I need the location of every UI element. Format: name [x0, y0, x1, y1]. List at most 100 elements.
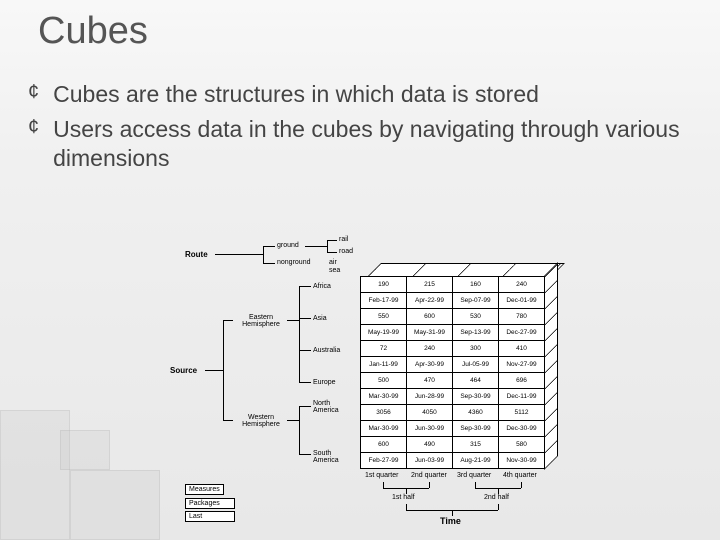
cell: May-19-99: [361, 325, 407, 341]
bracket-line: [299, 454, 311, 455]
route-member: ground: [277, 242, 299, 249]
cell: Feb-17-99: [361, 293, 407, 309]
slide-title: Cubes: [38, 10, 148, 53]
cell: Jun-03-99: [407, 453, 453, 469]
cell: Jun-30-99: [407, 421, 453, 437]
bracket-line: [299, 382, 311, 383]
bg-decoration: [70, 470, 160, 540]
bracket-line: [305, 246, 327, 247]
cell: Dec-01-99: [499, 293, 545, 309]
cell: 490: [407, 437, 453, 453]
region-label: Australia: [313, 347, 357, 354]
cell: Dec-30-99: [499, 421, 545, 437]
cell: Sep-07-99: [453, 293, 499, 309]
route-leaf: road: [339, 248, 353, 255]
cell: 240: [499, 277, 545, 293]
cell: Mar-30-99: [361, 389, 407, 405]
bracket-line: [223, 320, 224, 420]
cell: 72: [361, 341, 407, 357]
bracket-line: [299, 406, 311, 407]
quarter-label: 1st quarter: [365, 472, 398, 479]
route-label: Route: [185, 250, 208, 259]
cell: 215: [407, 277, 453, 293]
cell: 696: [499, 373, 545, 389]
cell: Apr-30-99: [407, 357, 453, 373]
hemisphere-label: Western Hemisphere: [235, 414, 287, 428]
bracket-line: [498, 504, 499, 510]
bracket-line: [287, 420, 299, 421]
half-label: 1st half: [392, 494, 415, 501]
bullet-icon: ¢: [28, 80, 39, 104]
bracket-line: [327, 240, 337, 241]
bracket-line: [429, 482, 430, 488]
measures-label: Measures: [185, 484, 224, 495]
hemisphere-label: Eastern Hemisphere: [235, 314, 287, 328]
bracket-line: [299, 318, 311, 319]
quarter-label: 2nd quarter: [411, 472, 447, 479]
cell: Sep-30-99: [453, 389, 499, 405]
quarter-label: 4th quarter: [503, 472, 537, 479]
cube-front-grid: 190215160240 Feb-17-99Apr-22-99Sep-07-99…: [360, 276, 545, 469]
bullet-text: Users access data in the cubes by naviga…: [53, 115, 700, 173]
bullet-item: ¢ Users access data in the cubes by navi…: [28, 115, 700, 173]
region-label: South America: [313, 450, 357, 464]
half-label: 2nd half: [484, 494, 509, 501]
bracket-line: [299, 286, 300, 382]
cell: Sep-30-99: [453, 421, 499, 437]
cell: Jun-28-99: [407, 389, 453, 405]
cell: 190: [361, 277, 407, 293]
cell: 315: [453, 437, 499, 453]
route-leaf: rail: [339, 236, 348, 243]
cell: 600: [407, 309, 453, 325]
route-member: nonground: [277, 259, 310, 266]
region-label: Europe: [313, 379, 357, 386]
cell: 580: [499, 437, 545, 453]
cell: Sep-13-99: [453, 325, 499, 341]
cube-side-face: [544, 262, 558, 470]
cell: 500: [361, 373, 407, 389]
region-label: Africa: [313, 283, 357, 290]
quarter-label: 3rd quarter: [457, 472, 491, 479]
bg-decoration: [60, 430, 110, 470]
cell: Mar-30-99: [361, 421, 407, 437]
cube-top-face: [367, 263, 565, 277]
cell: 4360: [453, 405, 499, 421]
bracket-line: [215, 254, 263, 255]
region-label: North America: [313, 400, 357, 414]
measures-item: Last: [185, 511, 235, 522]
cell: 600: [361, 437, 407, 453]
cell: Jul-05-99: [453, 357, 499, 373]
cell: Nov-27-99: [499, 357, 545, 373]
bracket-line: [263, 246, 264, 264]
bracket-line: [521, 482, 522, 488]
time-label: Time: [440, 516, 461, 526]
bracket-line: [263, 263, 275, 264]
route-leaf: air: [329, 259, 337, 266]
bracket-line: [205, 370, 223, 371]
bullet-icon: ¢: [28, 115, 39, 139]
region-label: Asia: [313, 315, 357, 322]
bracket-line: [327, 240, 328, 252]
measures-item: Packages: [185, 498, 235, 509]
cell: Dec-27-99: [499, 325, 545, 341]
cell: Dec-11-99: [499, 389, 545, 405]
bullet-list: ¢ Cubes are the structures in which data…: [28, 80, 700, 178]
bracket-line: [223, 320, 233, 321]
source-label: Source: [170, 366, 197, 375]
cell: Apr-22-99: [407, 293, 453, 309]
cell: 550: [361, 309, 407, 325]
cell: 300: [453, 341, 499, 357]
bracket-line: [299, 350, 311, 351]
bracket-line: [223, 420, 233, 421]
bracket-line: [299, 406, 300, 454]
cube-diagram: Route ground nonground rail road air sea…: [170, 238, 670, 528]
cell: 530: [453, 309, 499, 325]
cell: 410: [499, 341, 545, 357]
cell: Aug-21-99: [453, 453, 499, 469]
cell: 240: [407, 341, 453, 357]
cell: May-31-99: [407, 325, 453, 341]
cell: 4050: [407, 405, 453, 421]
cell: 160: [453, 277, 499, 293]
bullet-item: ¢ Cubes are the structures in which data…: [28, 80, 700, 109]
bracket-line: [287, 320, 299, 321]
